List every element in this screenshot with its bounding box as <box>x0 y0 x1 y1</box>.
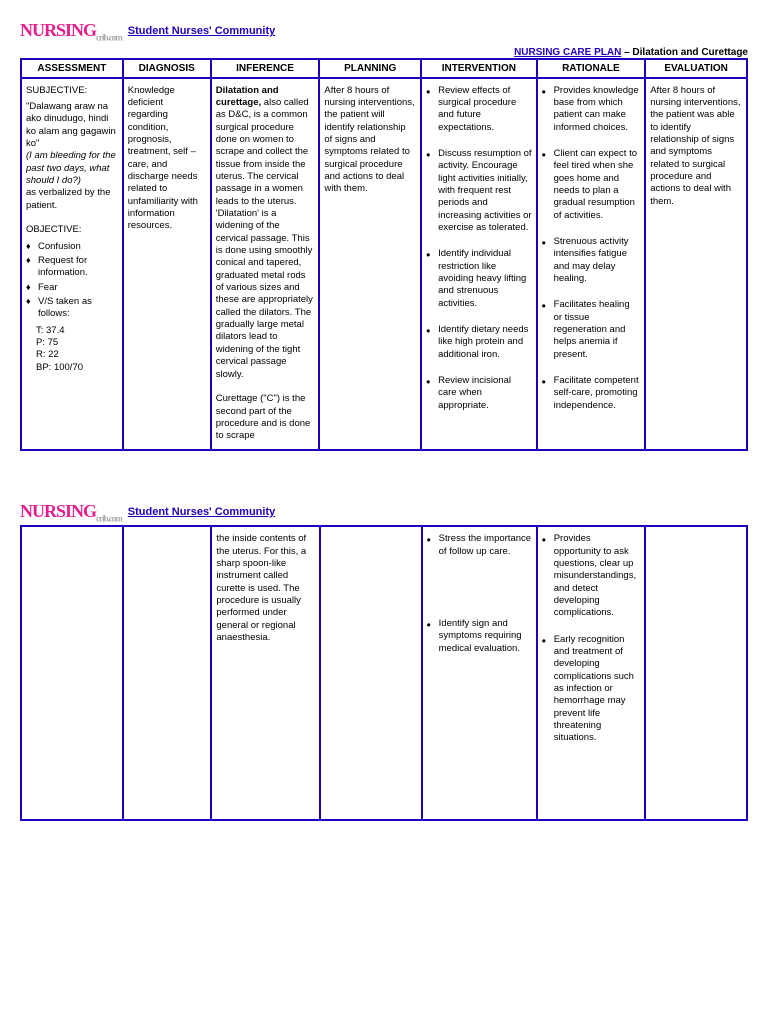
cell-inference: the inside contents of the uterus. For t… <box>211 526 319 820</box>
col-header-intervention: INTERVENTION <box>421 59 536 78</box>
subjective-translation: (I am bleeding for the past two days, wh… <box>26 150 118 187</box>
care-plan-table: ASSESSMENT DIAGNOSIS INFERENCE PLANNING … <box>20 58 748 451</box>
plan-title-link[interactable]: NURSING CARE PLAN <box>514 47 621 58</box>
vital-t: T: 37.4 <box>36 325 118 337</box>
cell-intervention: Stress the importance of follow up care.… <box>422 526 537 820</box>
list-item: Facilitate competent self-care, promotin… <box>542 375 641 412</box>
list-item: Strenuous activity intensifies fatigue a… <box>542 236 641 285</box>
inference-p2: Curettage ("C") is the second part of th… <box>216 393 311 441</box>
cell-inference: Dilatation and curettage, also called as… <box>211 78 320 450</box>
cell-planning <box>320 526 422 820</box>
rationale-list: Provides opportunity to ask questions, c… <box>542 533 640 745</box>
cell-rationale: Provides knowledge base from which patie… <box>537 78 646 450</box>
header: NURSINGcrib.com Student Nurses' Communit… <box>20 20 748 43</box>
list-item: Provides knowledge base from which patie… <box>542 85 641 134</box>
list-item: Fear <box>26 282 118 294</box>
page-1: NURSINGcrib.com Student Nurses' Communit… <box>20 20 748 451</box>
intervention-list: Review effects of surgical procedure and… <box>426 85 531 413</box>
list-item: Identify sign and symptoms requiring med… <box>427 618 532 655</box>
header: NURSINGcrib.com Student Nurses' Communit… <box>20 501 748 524</box>
objective-label: OBJECTIVE: <box>26 224 118 236</box>
table-row: SUBJECTIVE: "Dalawang araw na ako dinudu… <box>21 78 747 450</box>
cell-assessment: SUBJECTIVE: "Dalawang araw na ako dinudu… <box>21 78 123 450</box>
list-item: V/S taken as follows: <box>26 296 118 321</box>
logo-subtext: crib.com <box>96 33 122 43</box>
cell-diagnosis: Knowledge deficient regarding condition,… <box>123 78 211 450</box>
subjective-label: SUBJECTIVE: <box>26 85 118 97</box>
list-item: Identify dietary needs like high protein… <box>426 324 531 361</box>
community-link[interactable]: Student Nurses' Community <box>128 25 275 37</box>
cell-evaluation <box>645 526 747 820</box>
list-item: Provides opportunity to ask questions, c… <box>542 533 640 619</box>
list-item: Early recognition and treatment of devel… <box>542 634 640 745</box>
plan-title: NURSING CARE PLAN – Dilatation and Curet… <box>20 47 748 58</box>
community-link[interactable]: Student Nurses' Community <box>128 506 275 518</box>
subjective-verbalized: as verbalized by the patient. <box>26 187 118 212</box>
page-2: NURSINGcrib.com Student Nurses' Communit… <box>20 501 748 822</box>
vitals: T: 37.4 P: 75 R: 22 BP: 100/70 <box>36 325 118 374</box>
vital-p: P: 75 <box>36 337 118 349</box>
table-row: the inside contents of the uterus. For t… <box>21 526 747 820</box>
list-item: Confusion <box>26 241 118 253</box>
list-item: Review effects of surgical procedure and… <box>426 85 531 134</box>
intervention-list: Stress the importance of follow up care.… <box>427 533 532 655</box>
logo: NURSINGcrib.com <box>20 501 122 524</box>
col-header-planning: PLANNING <box>319 59 421 78</box>
cell-rationale: Provides opportunity to ask questions, c… <box>537 526 645 820</box>
cell-planning: After 8 hours of nursing interventions, … <box>319 78 421 450</box>
care-plan-table-continued: the inside contents of the uterus. For t… <box>20 525 748 821</box>
logo-text: NURSING <box>20 20 96 40</box>
list-item: Request for information. <box>26 255 118 280</box>
list-item: Facilitates healing or tissue regenerati… <box>542 299 641 361</box>
list-item: Review incisional care when appropriate. <box>426 375 531 412</box>
col-header-assessment: ASSESSMENT <box>21 59 123 78</box>
cell-assessment <box>21 526 123 820</box>
cell-evaluation: After 8 hours of nursing interventions, … <box>645 78 747 450</box>
list-item: Identify individual restriction like avo… <box>426 248 531 310</box>
vital-bp: BP: 100/70 <box>36 362 118 374</box>
rationale-list: Provides knowledge base from which patie… <box>542 85 641 413</box>
subjective-quote: "Dalawang araw na ako dinudugo, hindi ko… <box>26 101 118 150</box>
list-item: Discuss resumption of activity. Encourag… <box>426 148 531 234</box>
cell-diagnosis <box>123 526 212 820</box>
col-header-inference: INFERENCE <box>211 59 320 78</box>
vital-r: R: 22 <box>36 349 118 361</box>
cell-intervention: Review effects of surgical procedure and… <box>421 78 536 450</box>
objective-list: Confusion Request for information. Fear … <box>26 241 118 321</box>
list-item: Stress the importance of follow up care. <box>427 533 532 558</box>
col-header-diagnosis: DIAGNOSIS <box>123 59 211 78</box>
inference-p1: also called as D&C, is a common surgical… <box>216 97 313 380</box>
logo-text: NURSING <box>20 501 96 521</box>
list-item: Client can expect to feel tired when she… <box>542 148 641 222</box>
col-header-rationale: RATIONALE <box>537 59 646 78</box>
logo: NURSINGcrib.com <box>20 20 122 43</box>
col-header-evaluation: EVALUATION <box>645 59 747 78</box>
plan-title-suffix: – Dilatation and Curettage <box>621 47 748 58</box>
logo-subtext: crib.com <box>96 513 122 523</box>
table-header-row: ASSESSMENT DIAGNOSIS INFERENCE PLANNING … <box>21 59 747 78</box>
